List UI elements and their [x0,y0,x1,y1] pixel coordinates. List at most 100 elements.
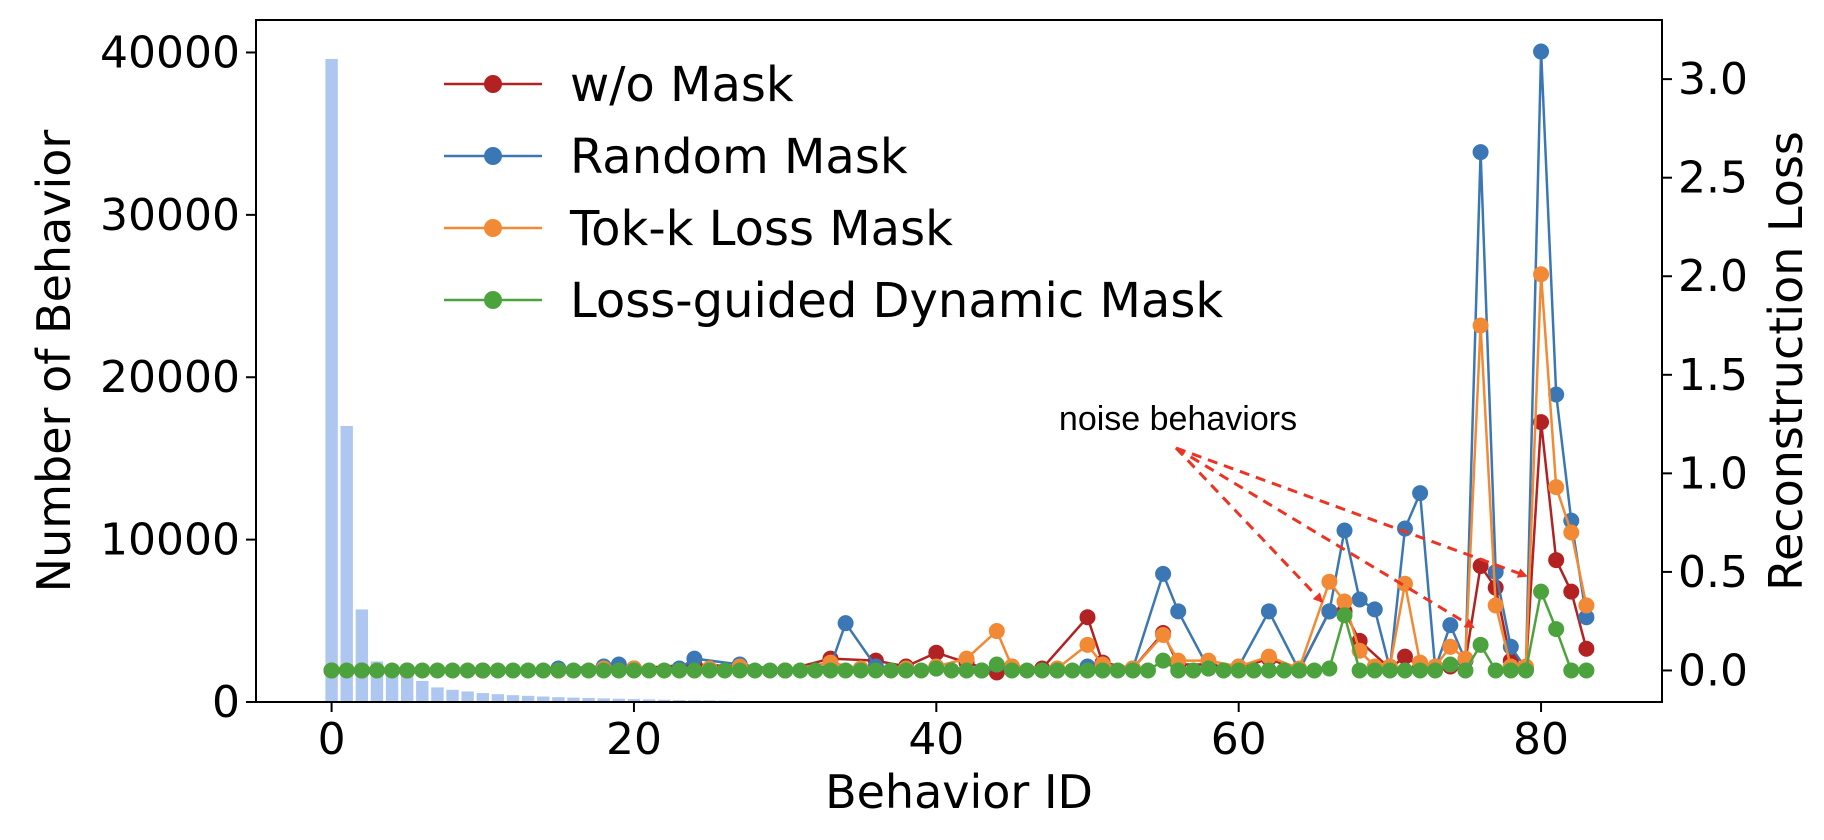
annotation-layer: noise behaviors [1059,400,1528,629]
y-left-tick-label: 0 [212,677,240,728]
data-point [1079,636,1096,653]
data-point [1548,479,1565,496]
data-point [671,662,688,679]
y-right-tick-label: 0.0 [1678,645,1748,696]
legend-item: Tok-k Loss Mask [444,201,953,257]
data-point [837,615,854,632]
bar-behavior-13 [521,695,535,702]
data-point [807,662,824,679]
data-point [1578,662,1595,679]
data-point [958,650,975,667]
data-point [1260,662,1277,679]
data-point [928,644,945,661]
data-point [625,662,642,679]
bar-behavior-15 [552,697,565,702]
legend-label: Random Mask [570,129,908,185]
legend-marker [484,75,502,93]
data-point [1109,662,1126,679]
data-point [1321,573,1338,590]
data-point [746,662,763,679]
data-point [1336,522,1353,539]
data-point [792,662,809,679]
data-point [656,662,673,679]
y-left-tick-label: 40000 [100,27,240,78]
legend-label: Loss-guided Dynamic Mask [570,273,1223,329]
data-point [1472,636,1489,653]
legend-marker [484,219,502,237]
legend: w/o Mask Random Mask Tok-k Loss Mask Loss-g… [444,57,1223,329]
data-point [1396,575,1413,592]
data-point [1215,662,1232,679]
data-point [1396,520,1413,537]
data-point [913,662,930,679]
data-point [1321,603,1338,620]
data-point [1079,609,1096,626]
legend-label: w/o Mask [570,57,794,113]
data-point [1321,660,1338,677]
data-point [1003,662,1020,679]
y-right-tick-label: 3.0 [1678,54,1748,105]
data-point [1019,662,1036,679]
data-point [1487,563,1504,580]
data-point [1260,603,1277,620]
bar-behavior-16 [567,697,580,702]
data-point [1412,485,1429,502]
legend-marker [484,147,502,165]
annotation-arrow [1175,446,1528,578]
data-point [1170,603,1187,620]
series-line [331,421,1588,674]
bars-layer [325,58,731,702]
data-point [1200,660,1217,677]
bar-behavior-18 [597,698,610,702]
data-point [1517,662,1534,679]
bar-behavior-17 [582,697,595,702]
bar-behavior-6 [416,680,429,702]
data-point [399,662,416,679]
data-point [1139,662,1156,679]
data-point [1155,565,1172,582]
data-point [1034,662,1051,679]
data-point [1381,662,1398,679]
data-point [1291,662,1308,679]
bar-behavior-20 [627,699,641,702]
data-point [1578,597,1595,614]
data-point [384,662,401,679]
data-point [1533,266,1550,283]
y-right-tick-label: 1.0 [1678,448,1748,499]
bar-behavior-12 [506,695,520,702]
data-point [1457,662,1474,679]
data-point [1563,662,1580,679]
bar-behavior-7 [431,687,444,702]
data-point [1185,662,1202,679]
series-line [331,274,1588,672]
data-point [1487,597,1504,614]
y-right-tick-label: 0.5 [1678,547,1748,598]
data-point [414,662,431,679]
data-point [489,662,506,679]
y-right-tick-label: 2.5 [1678,153,1748,204]
data-point [1079,662,1096,679]
data-point [762,662,779,679]
bar-behavior-8 [446,689,459,702]
data-point [1155,626,1172,643]
data-point [550,662,567,679]
x-tick-label: 60 [1211,714,1267,765]
data-point [535,662,552,679]
data-point [1396,662,1413,679]
bar-behavior-1 [340,425,353,702]
bar-behavior-19 [612,698,626,702]
bar-behavior-10 [476,693,489,702]
data-point [444,662,461,679]
data-point [1533,583,1550,600]
data-point [958,662,975,679]
data-point [867,662,884,679]
data-point [338,662,355,679]
data-point [595,662,612,679]
data-point [1533,414,1550,431]
data-point [353,662,370,679]
legend-item: Loss-guided Dynamic Mask [444,273,1223,329]
data-point [323,662,340,679]
bar-behavior-11 [491,694,505,702]
plot-frame [255,19,1663,703]
data-point [505,662,522,679]
